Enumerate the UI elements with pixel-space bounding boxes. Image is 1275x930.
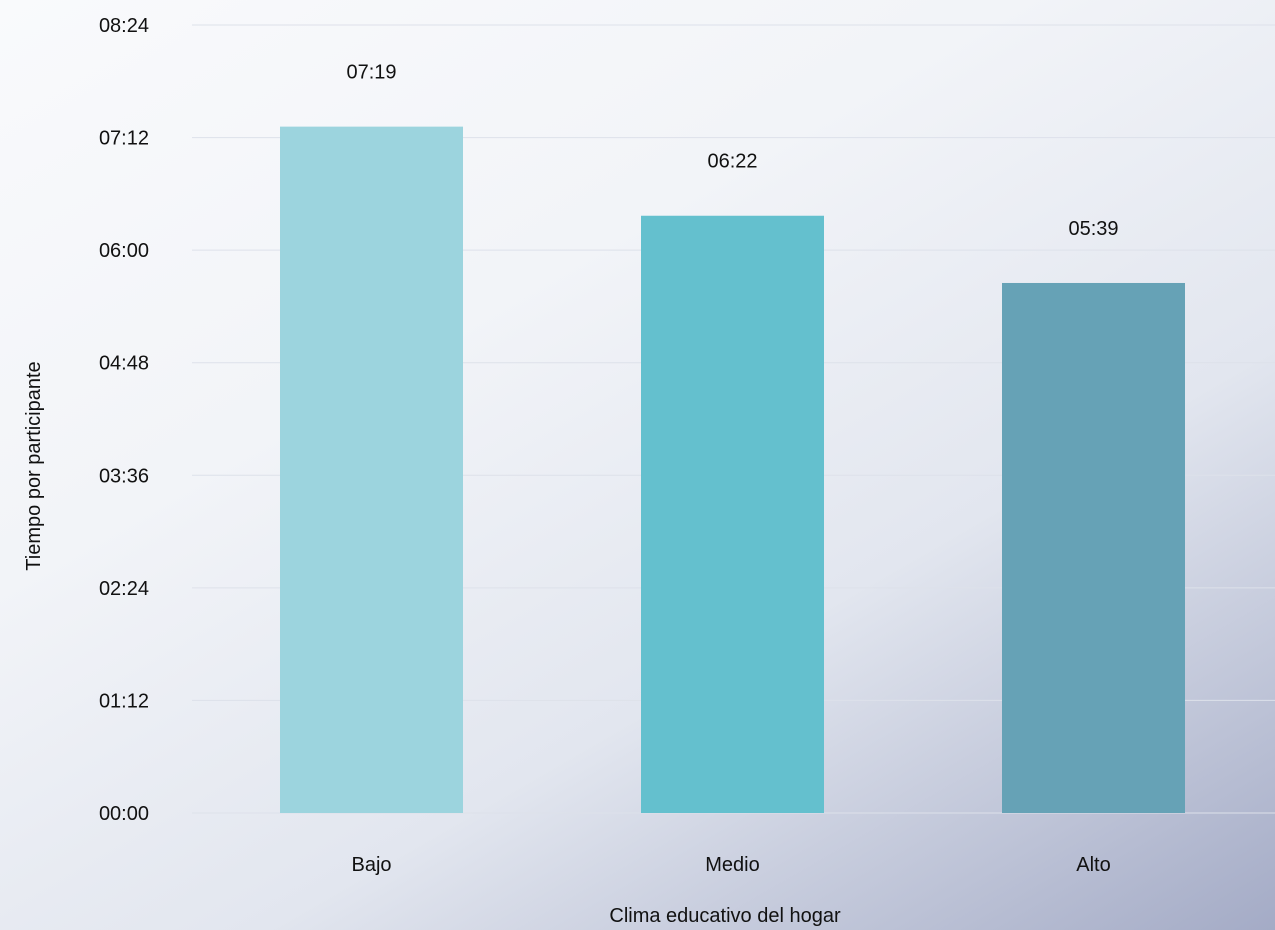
x-tick-label: Alto [1076,854,1110,876]
bar-alto [1002,282,1185,813]
x-axis-ticks: Bajo Medio Alto [351,854,1110,876]
y-tick-label: 04:48 [99,353,149,375]
y-tick-label: 02:24 [99,578,149,600]
y-tick-label: 01:12 [99,690,149,712]
y-tick-label: 03:36 [99,465,149,487]
x-axis-title: Clima educativo del hogar [609,905,841,927]
y-tick-label: 06:00 [99,240,149,262]
bars [280,126,1185,814]
x-tick-label: Bajo [351,854,391,876]
bar-bajo [280,126,463,814]
data-label: 07:19 [346,62,396,84]
y-axis-title: Tiempo por participante [23,361,45,570]
y-axis-ticks: 00:00 01:12 02:24 03:36 04:48 06:00 07:12 08:24 [99,15,149,825]
y-tick-label: 00:00 [99,803,149,825]
bar-medio [641,215,824,813]
y-tick-label: 07:12 [99,128,149,150]
data-labels: 07:19 06:22 05:39 [346,62,1118,240]
y-tick-label: 08:24 [99,15,149,37]
x-tick-label: Medio [705,854,759,876]
data-label: 05:39 [1068,218,1118,240]
data-label: 06:22 [707,151,757,173]
